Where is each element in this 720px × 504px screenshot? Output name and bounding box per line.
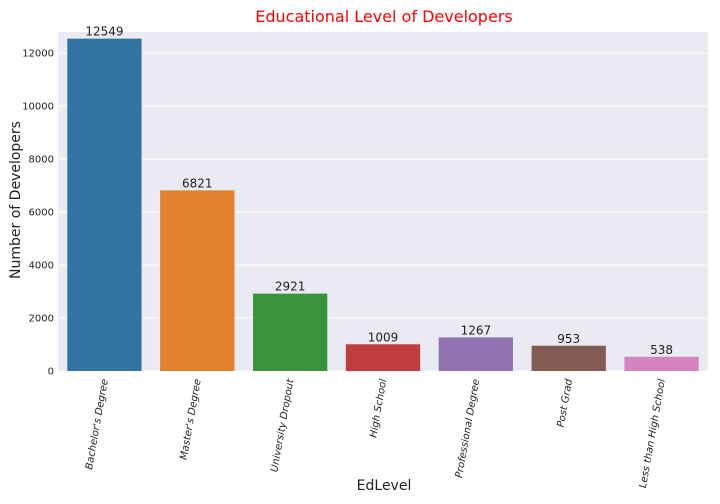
y-tick-label: 8000 [29, 155, 54, 166]
bar [438, 337, 513, 371]
bar [67, 38, 142, 371]
data-label: 1267 [461, 323, 492, 337]
bar [160, 190, 235, 371]
bar [253, 293, 328, 371]
data-label: 538 [650, 343, 673, 357]
y-axis-ticks: 0 2000 4000 6000 8000 10000 12000 [22, 49, 54, 378]
x-tick-label: High School [368, 378, 389, 439]
data-label: 1009 [368, 330, 399, 344]
y-tick-label: 2000 [29, 314, 54, 325]
y-tick-label: 6000 [29, 208, 54, 219]
x-tick-label: Bachelor's Degree [84, 378, 111, 470]
bar [531, 345, 606, 371]
bar [345, 344, 421, 371]
data-labels: 12549 6821 2921 1009 1267 953 538 [85, 25, 673, 357]
data-label: 12549 [85, 25, 123, 39]
x-tick-label: Post Grad [556, 378, 575, 429]
x-tick-label: Professional Degree [454, 378, 482, 479]
y-tick-label: 4000 [29, 261, 54, 272]
x-axis-ticks: Bachelor's Degree Master's Degree Universi… [84, 377, 668, 489]
y-tick-label: 10000 [22, 102, 54, 113]
data-label: 2921 [275, 280, 306, 294]
y-tick-label: 0 [48, 367, 54, 378]
data-label: 953 [557, 332, 580, 346]
x-axis-label: EdLevel [357, 478, 412, 494]
plot-background [58, 32, 708, 371]
y-tick-label: 12000 [22, 49, 54, 60]
data-label: 6821 [182, 176, 213, 190]
chart-title: Educational Level of Developers [255, 7, 512, 26]
x-tick-label: University Dropout [269, 377, 296, 473]
x-tick-label: Less than High School [638, 378, 668, 489]
bars [67, 38, 699, 371]
y-axis-label: Number of Developers [8, 121, 24, 279]
x-tick-label: Master's Degree [179, 378, 204, 461]
bar [624, 356, 699, 371]
